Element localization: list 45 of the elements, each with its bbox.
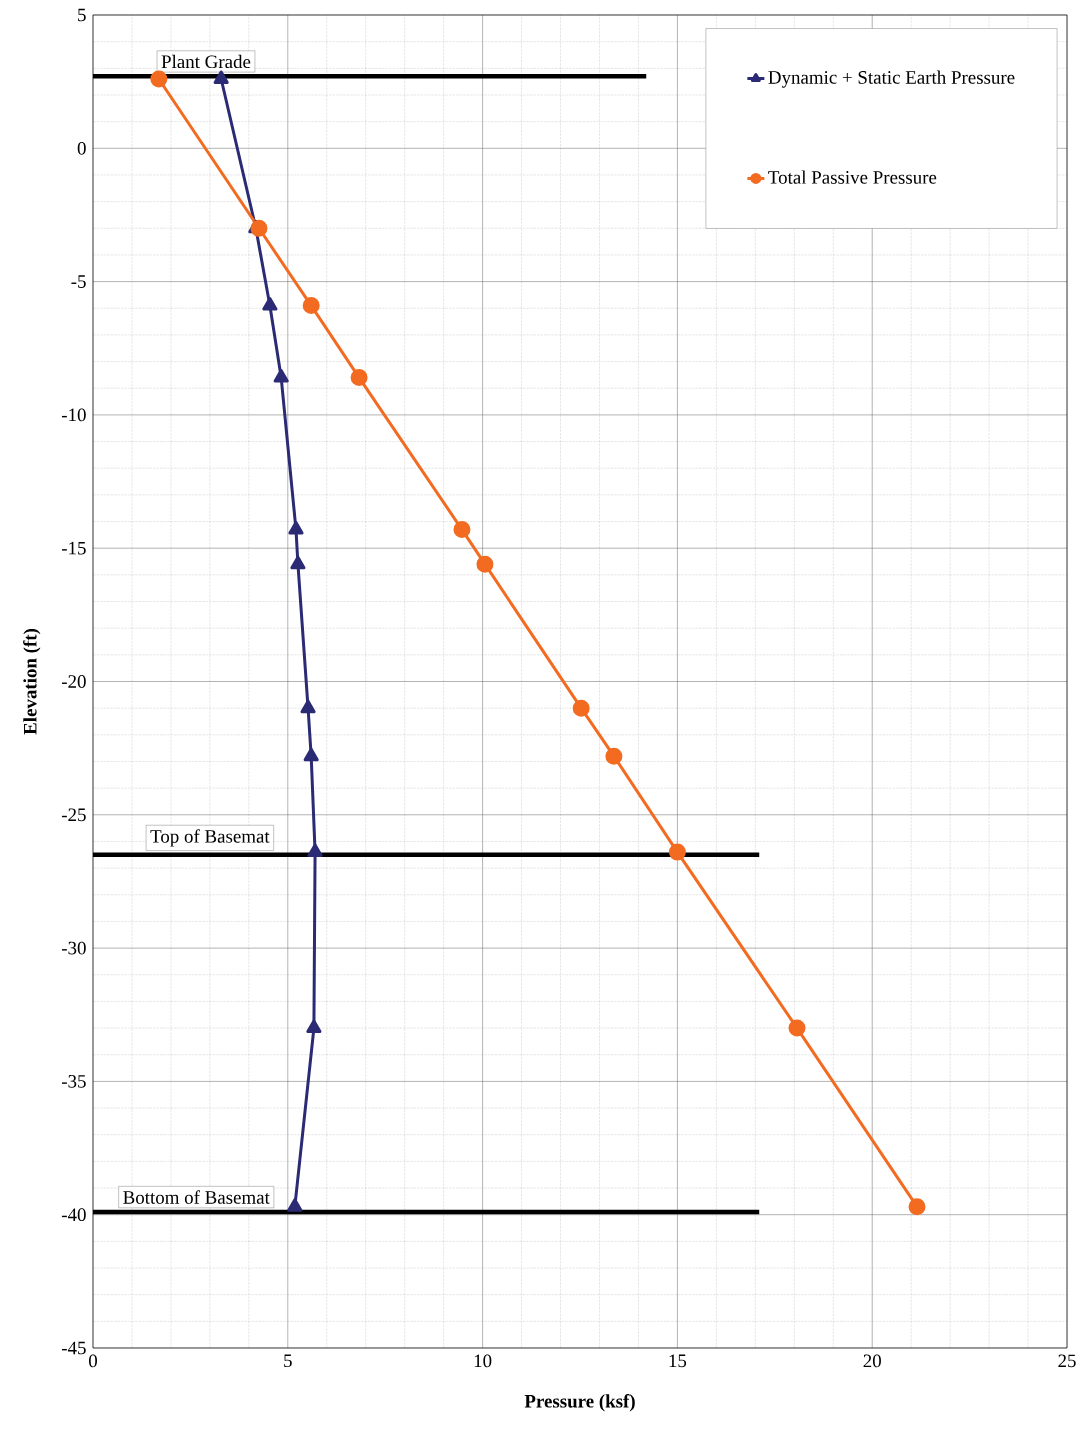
point [572,699,590,717]
point [350,369,368,387]
point [668,843,686,861]
point [788,1019,806,1037]
y-tick-label: -20 [61,675,86,688]
legend-label: Total Passive Pressure [768,170,937,184]
annotation: Bottom of Basemat [123,1190,270,1204]
x-tick-label: 15 [669,1354,687,1368]
legend-label: Dynamic + Static Earth Pressure [768,70,1015,88]
y-axis-title: Elevation (ft) [23,628,41,735]
point [307,843,323,858]
y-tick-label: -5 [71,275,86,288]
y-tick-label: -40 [61,1208,86,1222]
point [213,70,229,84]
x-tick-label: 20 [863,1354,881,1368]
y-tick-label: 5 [78,8,86,22]
y-tick-label: -25 [61,808,86,822]
point [250,219,268,237]
y-tick-label: -15 [61,541,86,555]
annotation: Top of Basemat [150,829,270,847]
point [273,369,289,383]
y-tick-label: -10 [61,408,86,422]
x-axis-title: Pressure (ksf) [524,1394,635,1412]
x-tick-label: 25 [1058,1354,1076,1368]
x-tick-label: 10 [474,1354,492,1368]
point [306,1019,322,1034]
point [262,297,278,311]
y-tick-label: -45 [61,1341,86,1355]
point [300,699,316,714]
point [303,747,319,762]
point [908,1198,926,1216]
point [287,1198,303,1212]
point [453,521,471,539]
point [476,555,494,573]
point [290,555,306,570]
annotation: Plant Grade [161,54,251,69]
x-tick-label: 0 [88,1354,97,1368]
y-tick-label: -35 [61,1075,86,1088]
y-tick-label: 0 [77,141,86,155]
point [605,747,623,765]
point [150,70,168,88]
x-tick-label: 5 [284,1354,292,1368]
point [288,521,304,535]
y-tick-label: -30 [61,941,86,955]
point [302,297,320,315]
